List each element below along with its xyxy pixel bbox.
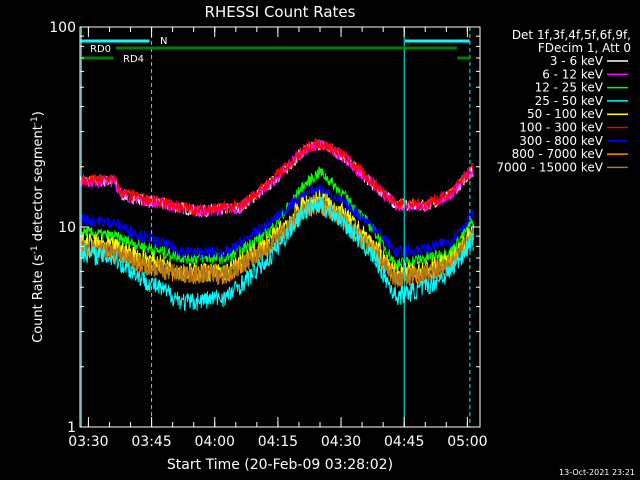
y-axis-label-mid: detector segment [31,125,46,245]
flag-bars: N RD0 RD4 [80,36,470,65]
axes-frame [79,26,481,428]
legend: Det 1f,3f,4f,5f,6f,9f, FDecim 1, Att 0 3… [496,28,631,174]
legend-label-12-25-kev: 12 - 25 keV [535,81,604,95]
legend-label-3-6-kev: 3 - 6 keV [550,54,604,68]
y-tick-label-1: 1 [67,420,76,436]
flag-label-rd0: RD0 [90,44,111,55]
legend-header-line1: Det 1f,3f,4f,5f,6f,9f, [512,28,631,42]
legend-label-7000-15000-kev: 7000 - 15000 keV [496,160,603,174]
legend-label-25-50-kev: 25 - 50 keV [535,94,604,108]
series-line-100-300-kev [79,137,475,217]
x-axis-ticks: 03:30 03:45 04:00 04:15 04:30 04:45 05:00 [68,27,488,450]
y-axis-label: Count Rate (s-1 detector segment-1) [30,111,46,343]
legend-label-300-800-kev: 300 - 800 keV [519,134,603,148]
plot-frame [79,26,481,428]
x-tick-label-05-00: 05:00 [447,434,487,450]
legend-label-800-7000-kev: 800 - 7000 keV [512,147,604,161]
x-tick-label-04-30: 04:30 [321,434,361,450]
series-line-7000-15000-kev [79,195,475,288]
y-axis-label-suffix: ) [31,111,46,116]
y-tick-label-100: 100 [49,20,76,36]
y-axis-label-prefix: Count Rate (s [31,254,46,343]
x-tick-label-03-45: 03:45 [131,434,171,450]
legend-header-line2: FDecim 1, Att 0 [538,41,631,55]
chart-title: RHESSI Count Rates [205,3,356,21]
x-tick-label-04-45: 04:45 [384,434,424,450]
legend-label-100-300-kev: 100 - 300 keV [519,121,603,135]
footer-timestamp: 13-Oct-2021 23:21 [559,468,635,477]
legend-label-50-100-kev: 50 - 100 keV [527,107,604,121]
series-layer [79,137,475,311]
flag-label-rd4: RD4 [123,54,144,65]
series-line-300-800-kev [79,184,475,260]
y-axis-ticks: 1 10 100 [49,20,480,436]
flag-label-n: N [160,36,167,47]
y-axis-label-sup2: -1 [30,116,40,125]
x-tick-label-03-30: 03:30 [68,434,108,450]
y-axis-label-sup: -1 [30,245,40,254]
x-axis-label: Start Time (20-Feb-09 03:28:02) [167,457,393,473]
legend-label-6-12-kev: 6 - 12 keV [542,67,604,81]
y-tick-label-10: 10 [58,220,76,236]
x-tick-label-04-15: 04:15 [258,434,298,450]
series-line-25-50-kev [79,195,475,311]
x-tick-label-04-00: 04:00 [195,434,235,450]
vertical-markers [80,27,471,427]
